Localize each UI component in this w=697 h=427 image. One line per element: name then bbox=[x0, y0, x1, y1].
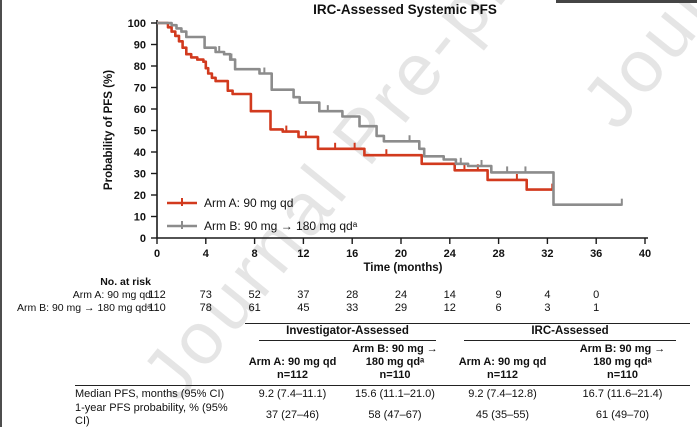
x-tick-label: 0 bbox=[154, 248, 160, 260]
x-tick-label: 28 bbox=[492, 248, 504, 260]
at-risk-count: 6 bbox=[496, 302, 502, 314]
x-tick-label: 16 bbox=[346, 248, 358, 260]
y-tick-label: 90 bbox=[134, 40, 146, 52]
at-risk-count: 4 bbox=[544, 289, 550, 301]
pfs-value-cell: 15.6 (11.1–21.0) bbox=[355, 387, 435, 400]
at-risk-count: 14 bbox=[444, 289, 456, 301]
y-tick-label: 70 bbox=[134, 83, 146, 95]
survival-curves bbox=[157, 21, 623, 206]
x-tick-label: 24 bbox=[444, 248, 457, 260]
at-risk-count: 110 bbox=[148, 302, 166, 314]
y-axis-label: Probability of PFS (%) bbox=[103, 70, 115, 190]
arm-column-header: Arm A: 90 mg qd n=112 bbox=[450, 341, 555, 386]
at-risk-count: 78 bbox=[200, 302, 212, 314]
row-label: 1-year PFS probability, % (95% CI) bbox=[75, 402, 245, 427]
pfs-value-cell: 9.2 (7.4–12.8) bbox=[468, 387, 537, 400]
y-tick-label: 10 bbox=[134, 212, 146, 224]
pfs-value-cell: 58 (47–67) bbox=[340, 402, 450, 427]
pfs-value-cell: 45 (35–55) bbox=[450, 402, 555, 427]
at-risk-count: 37 bbox=[297, 289, 309, 301]
y-tick-label: 50 bbox=[134, 126, 146, 138]
y-tick-label: 80 bbox=[134, 61, 146, 73]
y-tick-label: 100 bbox=[128, 18, 146, 30]
table-row: Median PFS, months (95% CI) 9.2 (7.4–11.1… bbox=[75, 386, 690, 403]
at-risk-count: 0 bbox=[593, 289, 599, 301]
at-risk-counts: 112 73 52 37 28 24 14 9 4 0 110 78 61 45 33 29 12 6 3 1 bbox=[148, 289, 599, 314]
at-risk-count: 33 bbox=[346, 302, 358, 314]
legend-label-arm-b: Arm B: 90 mg → 180 mg qdᵃ bbox=[204, 219, 358, 233]
axes: 0 10 20 30 40 50 60 70 80 90 100 0 4 8 12 16 20 24 28 32 36 4… bbox=[128, 18, 651, 260]
at-risk-label-arm-a: Arm A: 90 mg qd bbox=[73, 289, 151, 301]
at-risk-count: 61 bbox=[248, 302, 260, 314]
x-tick-label: 20 bbox=[395, 248, 407, 260]
x-tick-label: 32 bbox=[541, 248, 553, 260]
at-risk-count: 24 bbox=[395, 289, 407, 301]
y-tick-label: 0 bbox=[140, 233, 146, 245]
left-edge-line bbox=[0, 0, 2, 427]
arm-b-curve bbox=[157, 21, 622, 206]
km-chart: IRC-Assessed Systemic PFS Probability of… bbox=[17, 2, 651, 314]
x-tick-label: 4 bbox=[203, 248, 210, 260]
arm-a-curve bbox=[157, 21, 553, 191]
at-risk-count: 3 bbox=[544, 302, 550, 314]
y-tick-label: 30 bbox=[134, 169, 146, 181]
column-header-empty bbox=[75, 341, 245, 386]
at-risk-label-arm-b: Arm B: 90 mg → 180 mg qdᵃ bbox=[17, 302, 151, 314]
legend-label-arm-a: Arm A: 90 mg qd bbox=[204, 196, 293, 210]
pfs-value-cell: 37 (27–46) bbox=[245, 402, 340, 427]
at-risk-header: No. at risk bbox=[100, 276, 151, 288]
x-tick-label: 40 bbox=[639, 248, 651, 260]
arm-column-header: Arm B: 90 mg → 180 mg qdᵃ n=110 bbox=[555, 341, 690, 386]
at-risk-count: 112 bbox=[148, 289, 166, 301]
table-row: 1-year PFS probability, % (95% CI) 37 (27… bbox=[75, 402, 690, 427]
row-label: Median PFS, months (95% CI) bbox=[75, 387, 225, 400]
at-risk-count: 29 bbox=[395, 302, 407, 314]
arm-column-header: Arm B: 90 mg → 180 mg qdᵃ n=110 bbox=[340, 341, 450, 386]
pfs-value-cell: 61 (49–70) bbox=[555, 402, 690, 427]
y-tick-label: 40 bbox=[134, 147, 146, 159]
pfs-value-cell: 9.2 (7.4–11.1) bbox=[258, 387, 327, 400]
group-header-investigator: Investigator-Assessed bbox=[245, 323, 450, 341]
group-header-irc: IRC-Assessed bbox=[450, 323, 690, 341]
x-tick-label: 12 bbox=[297, 248, 309, 260]
table-corner bbox=[75, 324, 245, 342]
x-tick-label: 8 bbox=[252, 248, 258, 260]
legend bbox=[167, 198, 197, 229]
at-risk-count: 45 bbox=[297, 302, 309, 314]
at-risk-count: 52 bbox=[248, 289, 260, 301]
top-edge-line bbox=[556, 0, 697, 3]
pfs-summary-table: Investigator-Assessed IRC-Assessed Arm A: … bbox=[75, 323, 690, 427]
x-tick-label: 36 bbox=[590, 248, 602, 260]
y-tick-label: 20 bbox=[134, 190, 146, 202]
y-tick-label: 60 bbox=[134, 104, 146, 116]
arm-column-header: Arm A: 90 mg qd n=112 bbox=[245, 341, 340, 386]
at-risk-count: 28 bbox=[346, 289, 358, 301]
chart-title: IRC-Assessed Systemic PFS bbox=[313, 2, 497, 17]
at-risk-count: 9 bbox=[496, 289, 502, 301]
at-risk-count: 12 bbox=[444, 302, 456, 314]
at-risk-count: 1 bbox=[593, 302, 599, 314]
at-risk-count: 73 bbox=[200, 289, 212, 301]
x-axis-label: Time (months) bbox=[363, 262, 442, 274]
pfs-value-cell: 16.7 (11.6–21.4) bbox=[582, 387, 663, 400]
